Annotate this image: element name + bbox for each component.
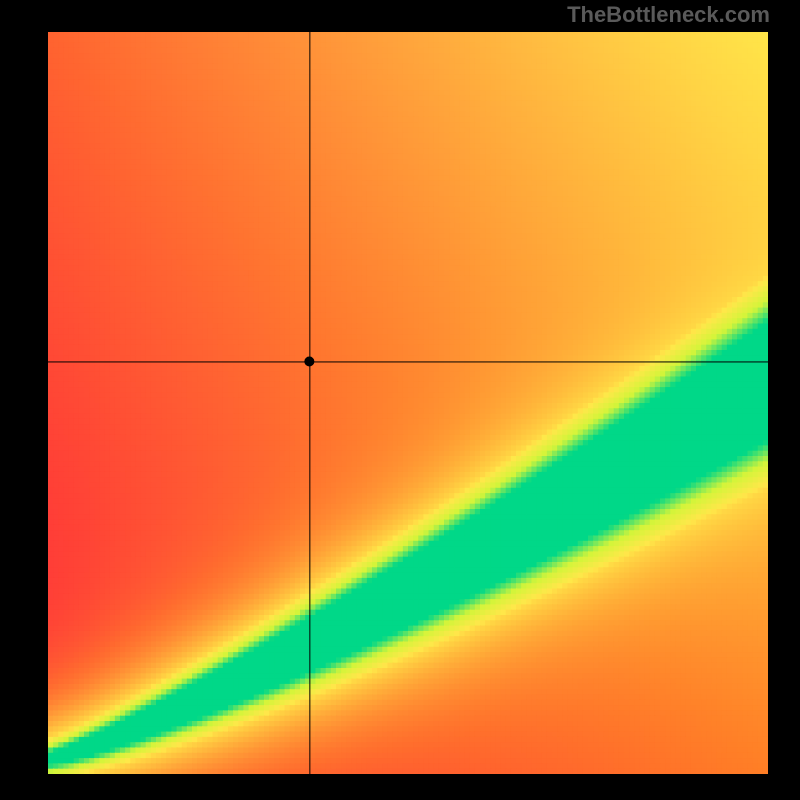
watermark-text: TheBottleneck.com (567, 2, 770, 28)
chart-container: TheBottleneck.com (0, 0, 800, 800)
bottleneck-heatmap (48, 32, 768, 774)
